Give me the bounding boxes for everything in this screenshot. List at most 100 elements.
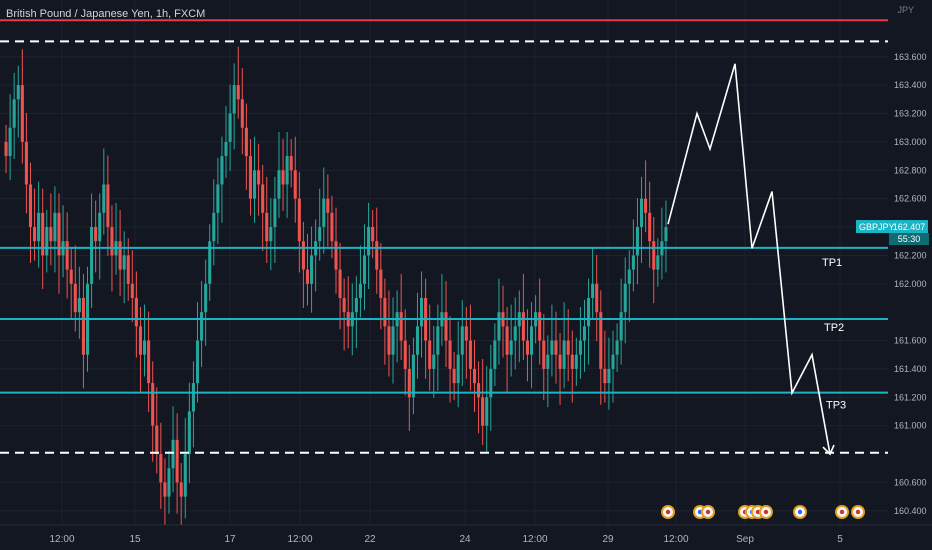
candle-body	[371, 227, 375, 242]
candle-body	[183, 454, 187, 497]
candle-body	[195, 340, 200, 384]
candle-body	[428, 340, 432, 369]
candle-body	[65, 241, 69, 270]
candle-body	[73, 283, 77, 313]
candle-body	[481, 397, 485, 426]
candle-body	[277, 170, 281, 199]
candle-body	[362, 255, 367, 284]
candle-body	[652, 241, 656, 270]
candle-body	[301, 241, 305, 270]
candle-body	[106, 184, 110, 228]
candle-body	[269, 227, 273, 242]
candle-body	[20, 85, 24, 142]
candle-body	[224, 141, 228, 157]
candle-body	[644, 198, 648, 213]
candle-body	[289, 156, 293, 171]
candle-body	[212, 212, 216, 242]
candle-body	[49, 227, 53, 242]
candle-body	[399, 312, 403, 341]
candle-body	[293, 170, 297, 199]
candle-body	[200, 312, 204, 341]
candle-body	[45, 227, 49, 256]
candle-body	[318, 227, 322, 242]
candle-body	[98, 212, 102, 242]
price-tick: 161.400	[894, 364, 927, 374]
candle-body	[599, 312, 603, 369]
candle-body	[354, 297, 358, 313]
candle-body	[322, 198, 326, 228]
candle-body	[8, 127, 12, 157]
candle-body	[591, 283, 595, 298]
price-tick: 162.800	[894, 165, 927, 175]
price-tick: 160.400	[894, 506, 927, 516]
candle-body	[582, 326, 587, 341]
candle-body	[90, 227, 94, 284]
candle-body	[566, 340, 570, 355]
candle-body	[281, 170, 285, 185]
candle-body	[265, 212, 269, 242]
price-tick: 163.000	[894, 137, 927, 147]
event-markers	[661, 505, 865, 519]
time-tick: 22	[364, 534, 376, 545]
candle-body	[94, 227, 98, 242]
time-tick: Sep	[736, 534, 754, 545]
candle-body	[171, 439, 175, 469]
candle-body	[37, 212, 41, 242]
candle-body	[432, 354, 436, 369]
candle-body	[420, 297, 424, 327]
candle-body	[639, 198, 644, 228]
time-tick: 12:00	[663, 534, 688, 545]
chart-title: British Pound / Japanese Yen, 1h, FXCM	[6, 8, 206, 20]
candle-body	[102, 184, 106, 213]
price-tick: 163.600	[894, 52, 927, 62]
candle-body	[16, 85, 20, 100]
candle-body	[546, 354, 550, 369]
candle-body	[595, 283, 599, 313]
candle-body	[122, 255, 126, 270]
time-axis: 12:00 15 17 12:00 22 24 12:00 29 12:00 Sep 5	[0, 524, 932, 550]
candle-body	[232, 85, 236, 114]
time-tick: 12:00	[49, 534, 74, 545]
candles	[4, 46, 668, 535]
candle-body	[41, 212, 45, 256]
level-tag: TP3	[826, 400, 846, 412]
candle-body	[330, 212, 334, 242]
candle-body	[273, 198, 277, 228]
event-marker-dot	[763, 509, 769, 515]
candle-body	[12, 99, 16, 128]
candle-body	[415, 326, 420, 355]
candle-body	[538, 312, 542, 341]
candle-body	[615, 340, 619, 355]
candle-body	[558, 354, 562, 369]
price-tick: 162.000	[894, 279, 927, 289]
price-tick: 160.600	[894, 477, 927, 487]
candle-body	[554, 340, 558, 355]
candle-body	[143, 340, 147, 355]
candle-body	[81, 297, 85, 355]
candle-body	[310, 255, 314, 284]
candle-body	[163, 482, 167, 497]
candle-body	[367, 227, 371, 256]
currency-label: JPY	[897, 5, 914, 15]
candle-body	[664, 227, 668, 242]
candle-body	[147, 340, 151, 384]
time-tick: 12:00	[522, 534, 547, 545]
event-marker-dot	[839, 509, 845, 515]
symbol-badge	[856, 220, 928, 234]
candle-body	[130, 283, 134, 298]
candle-body	[570, 354, 574, 369]
candle-body	[493, 340, 497, 369]
candle-body	[155, 425, 159, 455]
candle-body	[334, 241, 338, 270]
grid	[0, 0, 888, 525]
price-tick: 163.400	[894, 80, 927, 90]
candle-body	[505, 326, 509, 355]
candle-body	[521, 312, 525, 341]
candle-body	[248, 156, 252, 199]
candle-body	[578, 340, 582, 355]
candle-body	[509, 340, 513, 355]
candle-body	[452, 368, 456, 384]
candle-body	[342, 297, 346, 313]
candle-body	[407, 368, 411, 398]
